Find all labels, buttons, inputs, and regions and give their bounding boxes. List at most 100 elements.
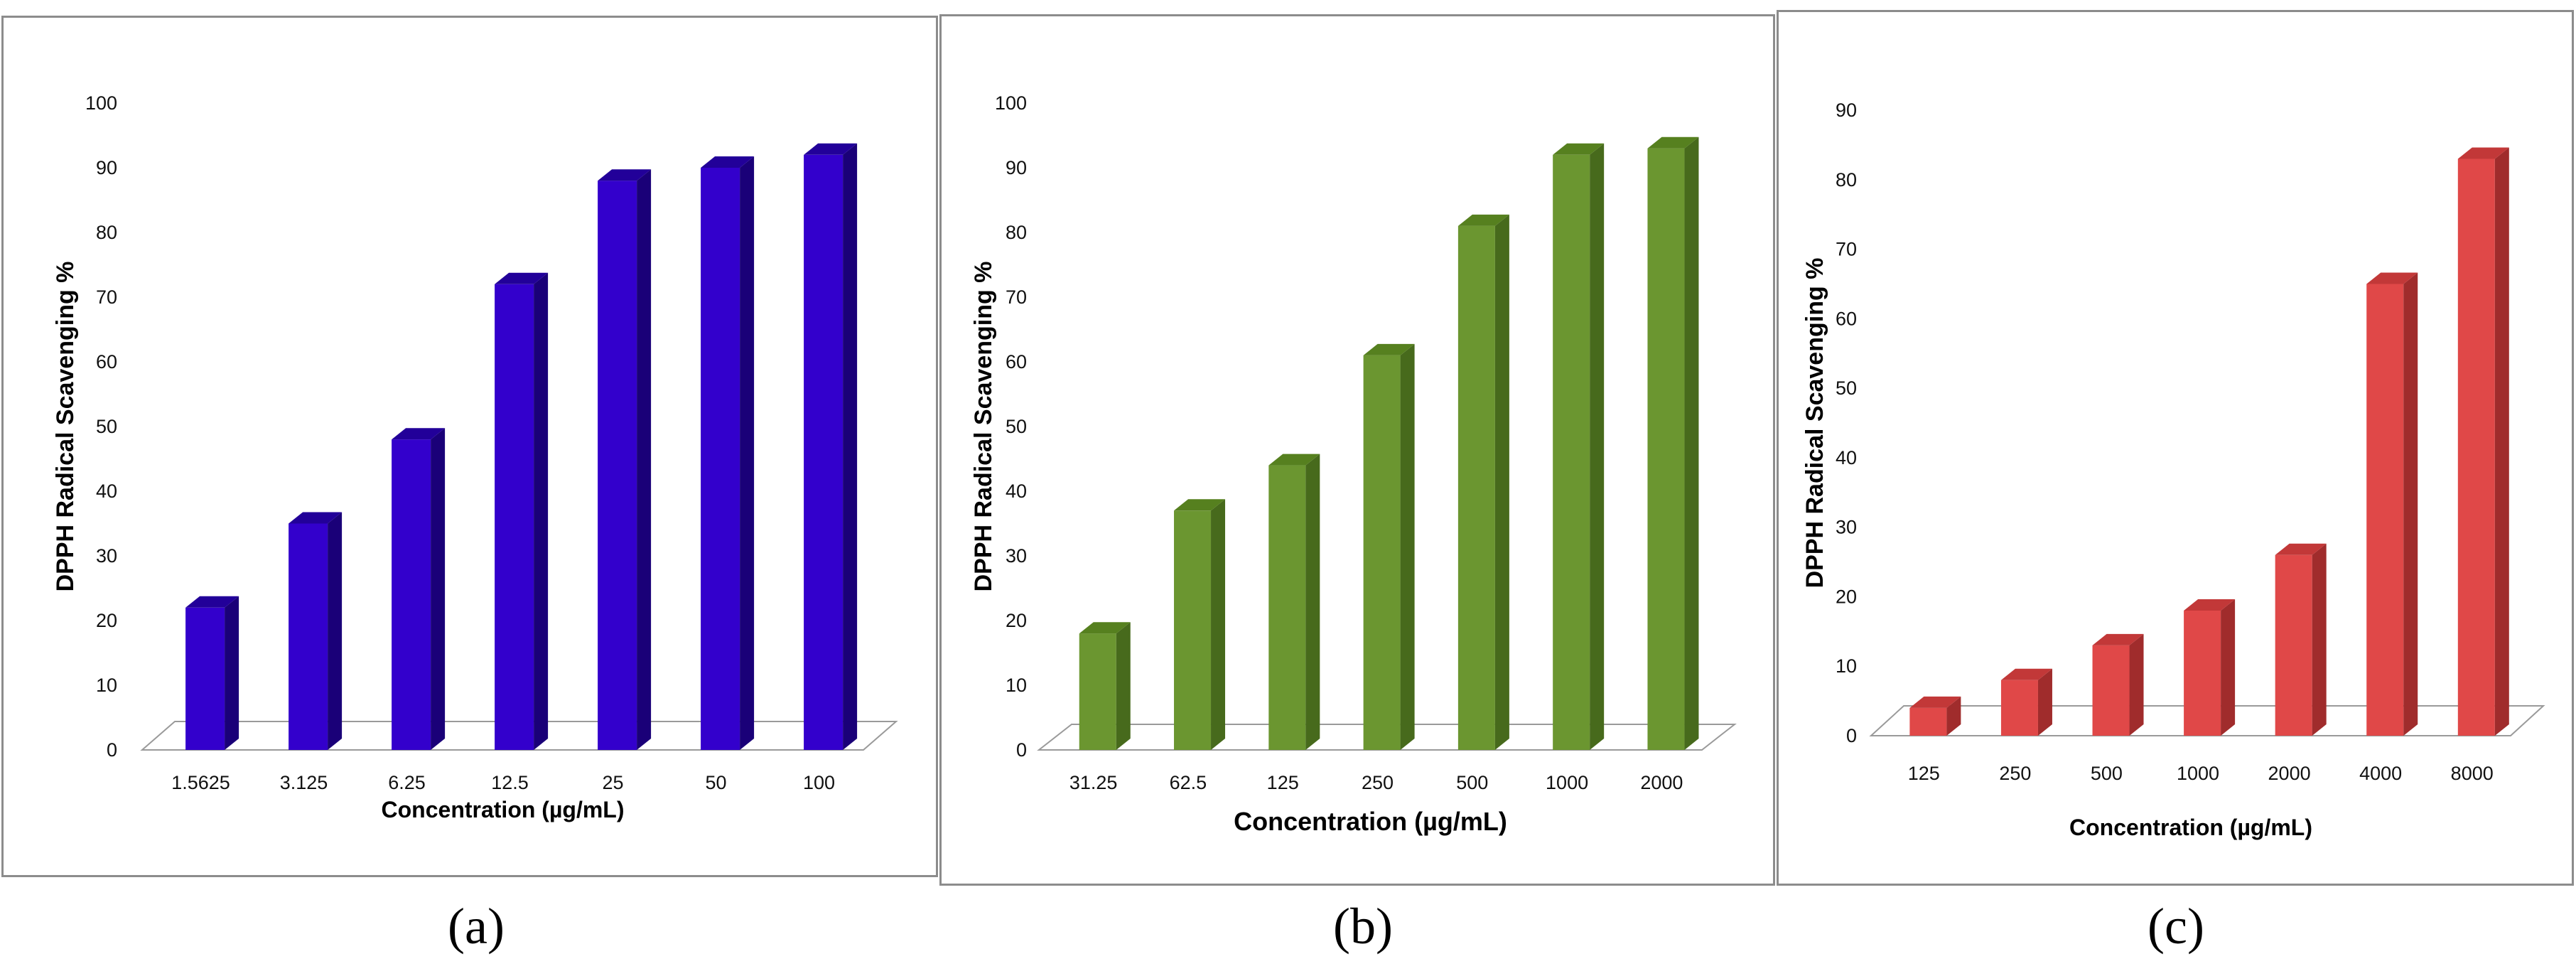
x-axis-title: Concentration (µg/mL) (382, 797, 625, 822)
bar (1079, 622, 1131, 750)
bar-side (1590, 143, 1605, 751)
x-tick-label: 250 (1362, 772, 1394, 793)
bar-side (431, 428, 446, 750)
panel-label-b: (b) (1333, 898, 1393, 955)
x-tick-label: 2000 (1640, 772, 1683, 793)
x-tick-label: 62.5 (1170, 772, 1207, 793)
bar-side (2221, 599, 2236, 736)
bar-side (2312, 543, 2327, 736)
bar (701, 156, 755, 750)
bar-side (1211, 499, 1226, 750)
x-tick-label: 1000 (1546, 772, 1588, 793)
bar-top (1268, 454, 1320, 466)
x-tick-label: 50 (705, 772, 726, 793)
bar-top (1909, 696, 1961, 708)
x-tick-label: 125 (1267, 772, 1299, 793)
y-tick-label: 0 (1016, 739, 1027, 761)
x-tick-label: 8000 (2451, 763, 2494, 784)
bar-side (1684, 136, 1699, 750)
bar-top (185, 596, 239, 608)
x-tick-label: 4000 (2359, 763, 2402, 784)
y-tick-label: 50 (1006, 416, 1027, 437)
bar (1363, 343, 1415, 750)
bar-top (2275, 543, 2327, 555)
y-tick-label: 0 (1846, 725, 1857, 746)
bar (1647, 136, 1699, 750)
x-tick-label: 3.125 (280, 772, 328, 793)
y-axis-title: DPPH Radical Scavenging % (970, 262, 997, 592)
bar-top (2457, 147, 2509, 159)
bar-side (534, 272, 549, 750)
bar (289, 512, 343, 750)
bar (2275, 543, 2327, 736)
bar-top (2000, 668, 2052, 680)
y-tick-label: 90 (1836, 100, 1857, 121)
x-tick-label: 500 (2091, 763, 2123, 784)
y-tick-label: 50 (96, 416, 117, 437)
x-tick-label: 6.25 (388, 772, 426, 793)
bar-side (843, 143, 858, 751)
y-tick-label: 20 (1836, 586, 1857, 607)
bar (185, 596, 239, 750)
bar (1268, 454, 1320, 750)
bar-front (2457, 159, 2495, 736)
y-tick-label: 30 (1836, 517, 1857, 538)
bar (1909, 696, 1961, 736)
chart-a-svg: 0 10 20 30 40 50 60 70 80 90 100 1.5625 3.125 6.25 12.… (52, 92, 898, 822)
bar-front (2275, 554, 2312, 736)
bar-top (1553, 143, 1605, 155)
y-tick-label: 90 (96, 157, 117, 178)
bar-front (598, 181, 637, 750)
bar (2000, 668, 2052, 736)
y-tick-label: 80 (1836, 169, 1857, 191)
y-tick-label: 30 (1006, 545, 1027, 567)
bar-front (701, 168, 740, 750)
bar-front (185, 607, 225, 750)
bar-top (495, 272, 549, 284)
bar-front (1174, 510, 1212, 750)
x-axis-title: Concentration (µg/mL) (2069, 815, 2312, 840)
y-tick-label: 40 (1836, 447, 1857, 468)
y-tick-label: 50 (1836, 377, 1857, 399)
y-axis-title: DPPH Radical Scavenging % (1801, 258, 1828, 589)
bar-top (1647, 136, 1699, 149)
bar-top (2092, 633, 2144, 645)
y-tick-label: 60 (96, 351, 117, 372)
panel-label-a: (a) (448, 898, 505, 955)
bar-side (637, 169, 652, 750)
y-tick-label: 70 (1006, 286, 1027, 308)
x-tick-label: 1.5625 (171, 772, 230, 793)
y-axis-title: DPPH Radical Scavenging % (52, 262, 79, 592)
bar (2457, 147, 2509, 736)
bar (2092, 633, 2144, 736)
x-tick-label: 31.25 (1069, 772, 1118, 793)
y-tick-label: 40 (1006, 481, 1027, 502)
bar-side (2129, 633, 2144, 736)
y-tick-label: 40 (96, 481, 117, 502)
x-tick-label: 12.5 (491, 772, 529, 793)
y-tick-label: 0 (107, 739, 117, 761)
bar-side (2494, 147, 2509, 736)
x-tick-label: 100 (803, 772, 835, 793)
bar-side (2403, 272, 2418, 736)
y-tick-label: 100 (995, 92, 1027, 114)
bar-front (392, 439, 431, 750)
x-axis-title: Concentration (µg/mL) (1234, 807, 1507, 836)
y-tick-label: 20 (96, 610, 117, 631)
bar-side (2037, 668, 2052, 736)
bar-front (2092, 645, 2130, 736)
chart-b-svg: 0 10 20 30 40 50 60 70 80 90 100 31.25 62.5 125 250 500… (970, 92, 1737, 836)
bar-front (1079, 633, 1116, 750)
bar-front (2000, 680, 2038, 736)
bar-top (701, 156, 755, 168)
bar-front (804, 154, 844, 751)
bar-front (1363, 355, 1401, 750)
bar (1553, 143, 1605, 751)
bar-side (225, 596, 239, 750)
y-tick-label: 30 (96, 545, 117, 567)
y-tick-label: 80 (96, 222, 117, 243)
bar-top (1079, 622, 1131, 634)
bar-front (1647, 148, 1685, 750)
bar-top (1457, 214, 1509, 226)
bar-side (1946, 696, 1961, 736)
